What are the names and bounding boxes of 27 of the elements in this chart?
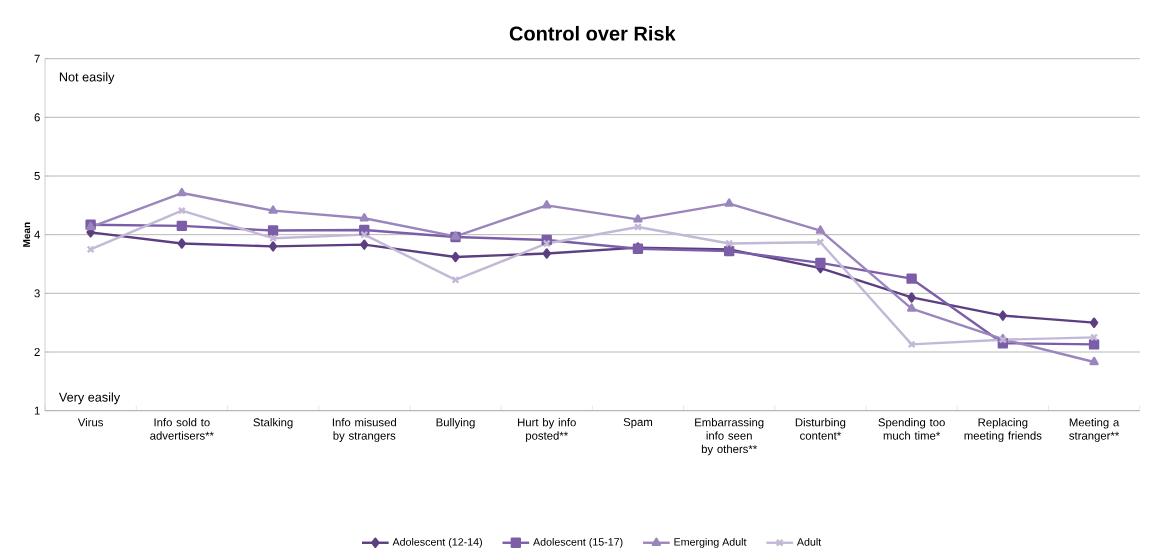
y-axis-title: Mean: [23, 222, 31, 247]
chart-title: Control over Risk: [509, 25, 676, 41]
legend-label: Emerging Adult: [674, 537, 747, 548]
x-tick-label: Disturbing content*: [795, 418, 846, 440]
y-tick-label: 2: [34, 348, 40, 356]
x-tick-label: Spam: [623, 418, 653, 429]
y-tick-label: 5: [34, 172, 40, 180]
x-tick-label: Virus: [77, 418, 103, 427]
y-tick-label: 3: [34, 289, 40, 298]
x-tick-label: Stalking: [253, 418, 293, 429]
x-tick-label: Info misused by strangers: [332, 418, 396, 442]
x-tick-label: Hurt by info posted**: [518, 418, 576, 442]
x-tick-label: Spending too much time*: [878, 418, 945, 440]
legend-label: Adult: [796, 537, 822, 546]
y-tick-label: 4: [34, 230, 40, 239]
x-tick-label: Embarrassing info seen by others**: [695, 418, 764, 456]
x-tick-label: Info sold to advertisers**: [150, 418, 214, 440]
legend-label: Adolescent (15-17): [533, 537, 623, 548]
legend-label: Adolescent (12-14): [392, 537, 482, 548]
annotation: Very easily: [58, 392, 121, 405]
annotation: Not easily: [59, 72, 115, 84]
x-tick-label: Meeting a stranger**: [1069, 418, 1120, 442]
x-tick-label: Bullying: [436, 418, 475, 429]
x-tick-label: Replacing meeting friends: [964, 418, 1042, 442]
y-tick-label: 6: [34, 113, 40, 122]
y-tick-label: 1: [34, 406, 40, 415]
y-tick-label: 7: [34, 54, 40, 63]
